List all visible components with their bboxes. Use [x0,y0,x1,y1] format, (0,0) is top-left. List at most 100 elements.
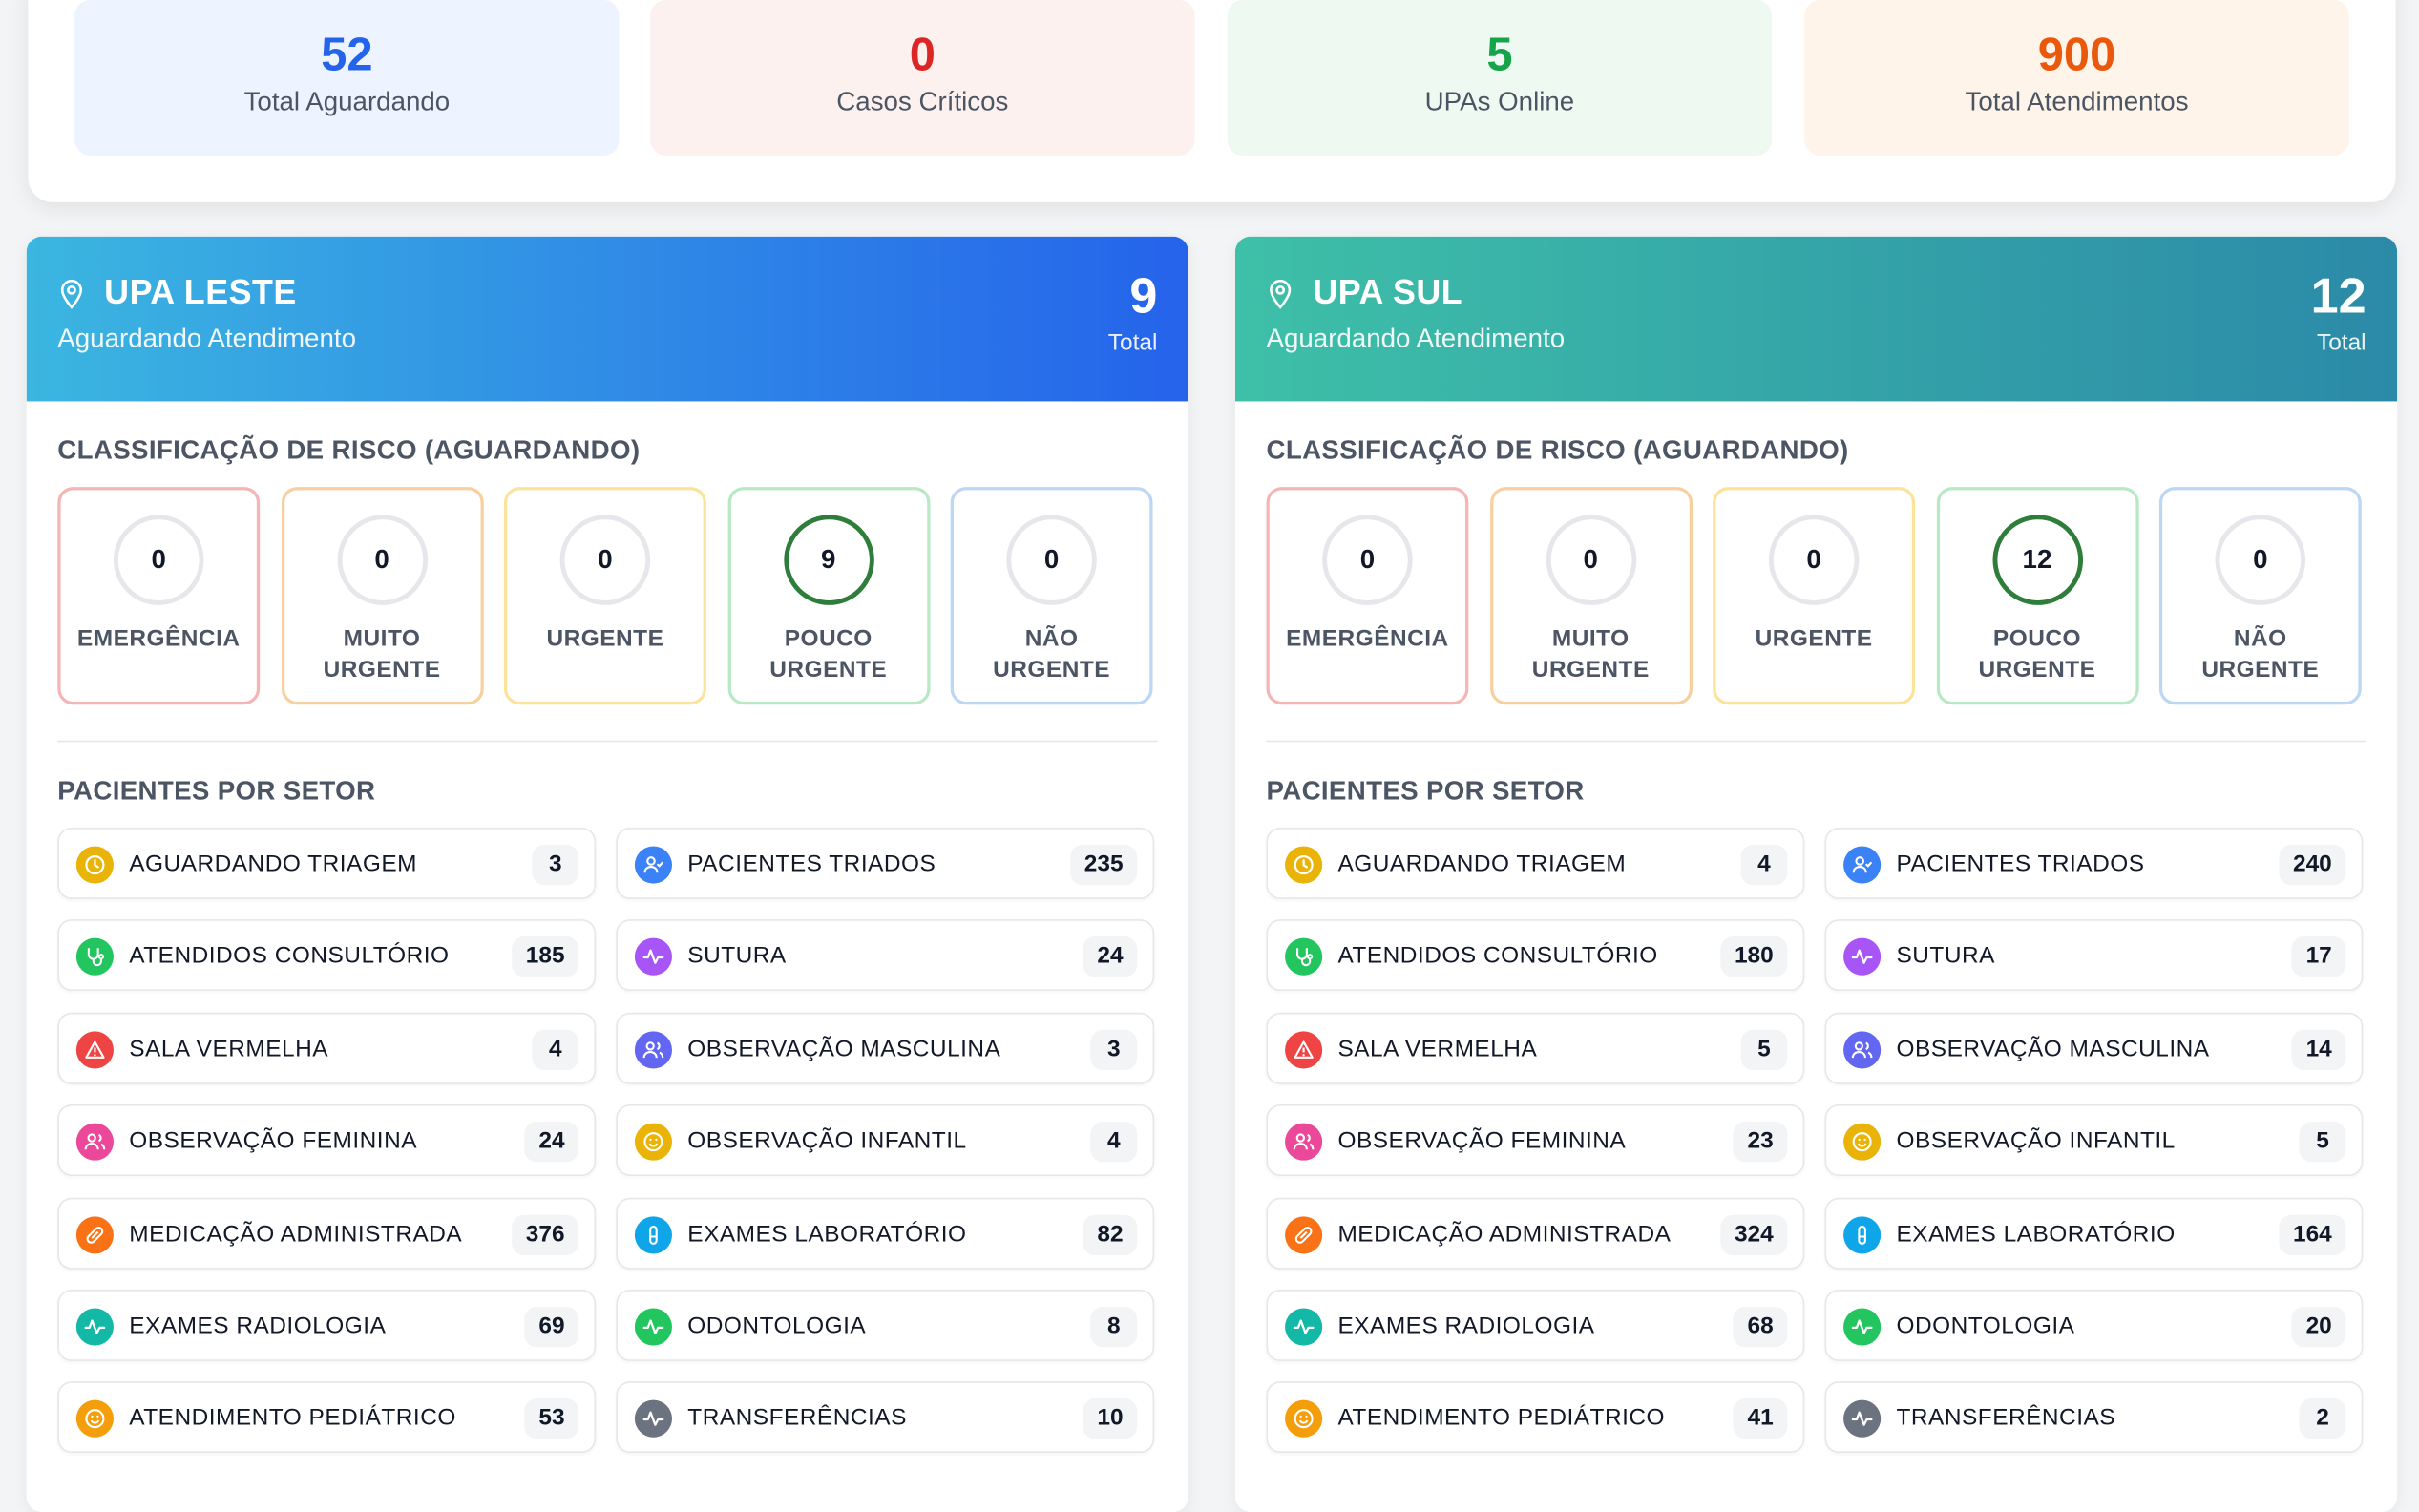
sector-count: 68 [1733,1306,1788,1348]
sector-item[interactable]: EXAMES LABORATÓRIO 82 [616,1197,1155,1270]
sector-label: AGUARDANDO TRIAGEM [129,850,417,878]
sector-item[interactable]: ODONTOLOGIA 20 [1824,1289,2364,1361]
sector-count: 185 [512,936,579,978]
map-pin-icon [1270,279,1292,309]
risk-label: POUCO URGENTE [1978,625,2096,683]
dashboard: 52 Total Aguardando 0 Casos Críticos 5 U… [26,0,2398,1512]
risk-count: 9 [783,514,874,605]
sector-item[interactable]: AGUARDANDO TRIAGEM 3 [57,827,597,899]
upa-name: UPA SUL [1313,272,1463,311]
sector-label: OBSERVAÇÃO FEMININA [1337,1127,1627,1155]
sector-label: OBSERVAÇÃO MASCULINA [687,1035,1001,1062]
sector-label: PACIENTES TRIADOS [687,850,936,878]
stethoscope-icon [75,938,114,976]
sector-label: SUTURA [1896,943,1995,970]
sector-item[interactable]: ATENDIDOS CONSULTÓRIO 185 [57,919,597,992]
sector-item[interactable]: PACIENTES TRIADOS 235 [616,827,1155,899]
test-tube-icon [1843,1215,1882,1253]
sector-item[interactable]: AGUARDANDO TRIAGEM 4 [1266,827,1805,899]
sector-label: ATENDIMENTO PEDIÁTRICO [129,1405,456,1432]
user-check-icon [634,846,672,884]
sector-item[interactable]: EXAMES RADIOLOGIA 69 [57,1289,597,1361]
sector-item[interactable]: SALA VERMELHA 5 [1266,1012,1805,1084]
users-icon [1285,1123,1323,1161]
risk-count: 0 [1546,514,1636,605]
upa-header: UPA LESTE Aguardando Atendimento 9 Total [26,236,1189,402]
risk-count: 0 [336,514,428,605]
sector-item[interactable]: ATENDIMENTO PEDIÁTRICO 53 [57,1381,597,1454]
pill-icon [75,1215,114,1253]
sector-label: EXAMES LABORATÓRIO [1896,1220,2176,1248]
sector-item[interactable]: ODONTOLOGIA 8 [616,1289,1155,1361]
upa-subtitle: Aguardando Atendimento [1266,323,1566,353]
sector-item[interactable]: OBSERVAÇÃO INFANTIL 4 [616,1104,1155,1177]
activity-icon [634,1308,672,1346]
sector-label: TRANSFERÊNCIAS [1896,1405,2116,1432]
upa-panel-0: UPA LESTE Aguardando Atendimento 9 Total… [26,236,1189,1512]
upa-total: 12 [2310,267,2366,324]
sector-item[interactable]: SUTURA 24 [616,919,1155,992]
sector-count: 4 [1090,1122,1138,1163]
sector-item[interactable]: SUTURA 17 [1824,919,2364,992]
sector-count: 53 [524,1398,579,1440]
risk-box: 0 MUITO URGENTE [281,487,483,705]
risk-label: POUCO URGENTE [769,625,888,683]
stat-total-atendimentos: 900 Total Atendimentos [1804,0,2349,156]
sector-item[interactable]: OBSERVAÇÃO INFANTIL 5 [1824,1104,2364,1177]
sector-item[interactable]: OBSERVAÇÃO MASCULINA 14 [1824,1012,2364,1084]
risk-count: 0 [2215,514,2306,605]
test-tube-icon [634,1215,672,1253]
sector-item[interactable]: ATENDIMENTO PEDIÁTRICO 41 [1266,1381,1805,1454]
sector-count: 3 [1090,1029,1138,1070]
sector-item[interactable]: MEDICAÇÃO ADMINISTRADA 376 [57,1197,597,1270]
sector-item[interactable]: TRANSFERÊNCIAS 2 [1824,1381,2364,1454]
stat-value: 900 [2037,29,2116,81]
stat-value: 5 [1486,29,1513,81]
sector-label: MEDICAÇÃO ADMINISTRADA [1337,1220,1672,1248]
stat-label: Total Aguardando [243,87,451,117]
sector-label: ATENDIMENTO PEDIÁTRICO [1337,1405,1666,1432]
risk-box: 0 URGENTE [503,487,706,705]
stat-label: UPAs Online [1424,87,1575,117]
sector-label: OBSERVAÇÃO INFANTIL [687,1127,967,1155]
activity-icon [1285,1308,1323,1346]
risk-section-title: CLASSIFICAÇÃO DE RISCO (AGUARDANDO) [1266,435,1849,466]
sector-count: 20 [2291,1306,2346,1348]
sector-count: 24 [524,1122,579,1163]
users-icon [75,1123,114,1161]
divider [1266,740,2366,743]
risk-count: 0 [1768,514,1860,605]
sector-item[interactable]: EXAMES LABORATÓRIO 164 [1824,1197,2364,1270]
sector-item[interactable]: EXAMES RADIOLOGIA 68 [1266,1289,1805,1361]
activity-icon [634,1400,672,1438]
sector-item[interactable]: MEDICAÇÃO ADMINISTRADA 324 [1266,1197,1805,1270]
sector-count: 23 [1733,1122,1788,1163]
sector-section-title: PACIENTES POR SETOR [57,776,376,807]
risk-label: EMERGÊNCIA [76,625,241,652]
upa-name: UPA LESTE [104,272,297,311]
upa-panel-1: UPA SUL Aguardando Atendimento 12 Total … [1234,236,2398,1512]
sector-item[interactable]: SALA VERMELHA 4 [57,1012,597,1084]
sector-label: MEDICAÇÃO ADMINISTRADA [129,1220,463,1248]
sector-count: 235 [1070,844,1138,886]
sector-label: OBSERVAÇÃO FEMININA [129,1127,418,1155]
sector-item[interactable]: OBSERVAÇÃO FEMININA 24 [57,1104,597,1177]
sector-item[interactable]: OBSERVAÇÃO MASCULINA 3 [616,1012,1155,1084]
sector-item[interactable]: PACIENTES TRIADOS 240 [1824,827,2364,899]
risk-box: 0 EMERGÊNCIA [1266,487,1469,705]
sector-count: 376 [512,1214,579,1255]
stat-upas-online: 5 UPAs Online [1227,0,1773,156]
sector-count: 17 [2291,936,2346,978]
risk-box: 0 NÃO URGENTE [950,487,1153,705]
stat-value: 0 [909,29,936,81]
sector-item[interactable]: OBSERVAÇÃO FEMININA 23 [1266,1104,1805,1177]
activity-icon [634,938,672,976]
sector-count: 41 [1733,1398,1788,1440]
sector-label: SALA VERMELHA [129,1035,329,1062]
sector-item[interactable]: TRANSFERÊNCIAS 10 [616,1381,1155,1454]
sector-label: ATENDIDOS CONSULTÓRIO [129,943,450,970]
sector-item[interactable]: ATENDIDOS CONSULTÓRIO 180 [1266,919,1805,992]
risk-label: MUITO URGENTE [1531,625,1650,683]
users-icon [1843,1031,1882,1069]
summary-card: 52 Total Aguardando 0 Casos Críticos 5 U… [28,0,2396,202]
